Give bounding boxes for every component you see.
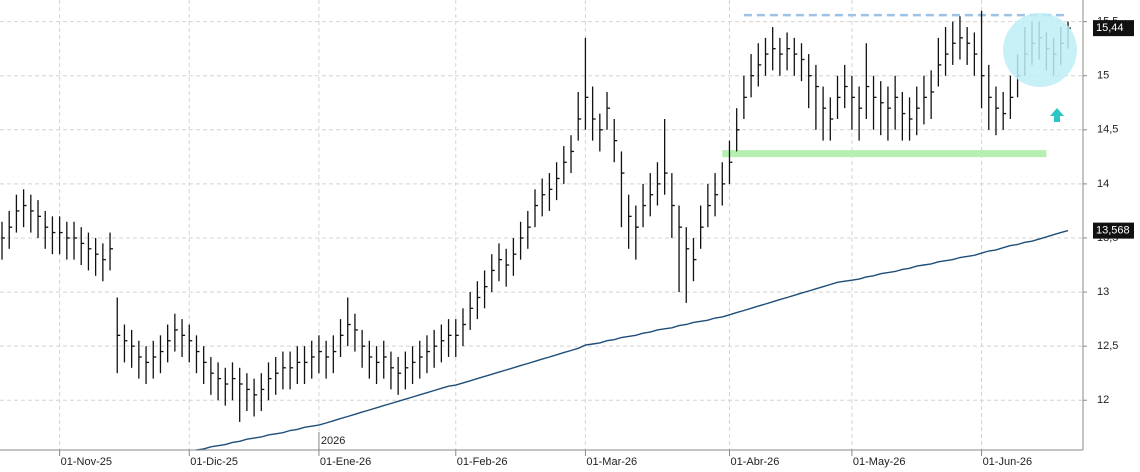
up-arrow xyxy=(1050,108,1064,122)
x-tick-label: 01-Jun-26 xyxy=(983,456,1033,468)
y-tick-label: 13 xyxy=(1097,286,1109,298)
price-label: 13,568 xyxy=(1096,225,1130,237)
price-label-box xyxy=(1093,222,1134,239)
x-tick-label: 01-Mar-26 xyxy=(586,456,637,468)
x-tick-label: 01-Dic-25 xyxy=(190,456,238,468)
x-tick-label: 01-Nov-25 xyxy=(61,456,112,468)
axes: 1212,51313,51414,51515,501-Nov-2501-Dic-… xyxy=(59,16,1134,468)
x-tick-label: 01-Ene-26 xyxy=(320,456,371,468)
y-tick-label: 12 xyxy=(1097,394,1109,406)
y-tick-label: 14 xyxy=(1097,178,1109,190)
price-label: 15,44 xyxy=(1096,22,1124,34)
sma-line xyxy=(196,229,1069,451)
x-tick-label: 01-May-26 xyxy=(853,456,906,468)
y-tick-label: 14,5 xyxy=(1097,124,1118,136)
y-tick-label: 12,5 xyxy=(1097,340,1118,352)
y-tick-label: 15 xyxy=(1097,70,1109,82)
year-marker: 2026 xyxy=(321,435,345,447)
price-label-box xyxy=(1093,20,1134,37)
highlight-circle xyxy=(1003,13,1077,87)
annotations xyxy=(722,13,1068,158)
x-tick-label: 01-Abr-26 xyxy=(730,456,779,468)
x-tick-label: 01-Feb-26 xyxy=(457,456,508,468)
plot xyxy=(1,10,1071,451)
grid xyxy=(0,0,1083,450)
